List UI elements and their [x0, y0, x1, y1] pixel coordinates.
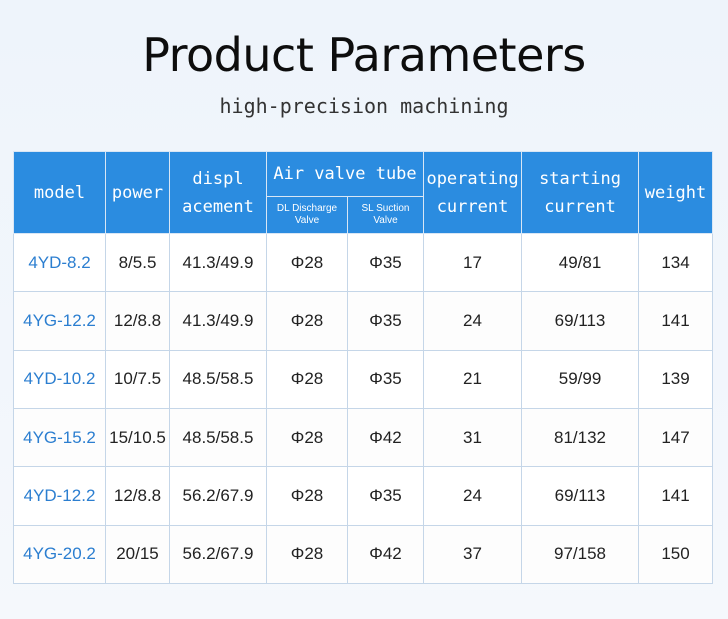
cell-dl: Φ28	[266, 407, 348, 468]
table-row: 4YD-10.2 10/7.5 48.5/58.5 Φ28 Φ35 21 59/…	[13, 349, 714, 409]
table-row: 4YG-12.2 12/8.8 41.3/49.9 Φ28 Φ35 24 69/…	[13, 291, 714, 351]
cell-sl: Φ35	[346, 466, 425, 526]
cell-model: 4YD-8.2	[13, 232, 106, 293]
cell-weight: 134	[638, 232, 714, 293]
cell-model: 4YG-12.2	[13, 291, 106, 351]
header-operating-current: operating current	[423, 151, 523, 234]
cell-operating-current: 37	[423, 524, 523, 585]
cell-starting-current: 69/113	[521, 291, 640, 351]
cell-starting-current: 49/81	[521, 232, 640, 293]
header-starting-current: starting current	[521, 151, 640, 234]
cell-power: 20/15	[105, 524, 170, 585]
cell-displacement: 56.2/67.9	[169, 466, 267, 526]
cell-displacement: 41.3/49.9	[169, 291, 267, 351]
cell-sl: Φ42	[346, 524, 425, 585]
cell-power: 12/8.8	[105, 291, 170, 351]
cell-sl: Φ42	[346, 407, 425, 468]
cell-displacement: 48.5/58.5	[169, 407, 267, 468]
table-row: 4YD-8.2 8/5.5 41.3/49.9 Φ28 Φ35 17 49/81…	[13, 232, 714, 293]
cell-power: 12/8.8	[105, 466, 170, 526]
cell-dl: Φ28	[266, 232, 348, 293]
table-row: 4YG-15.2 15/10.5 48.5/58.5 Φ28 Φ42 31 81…	[13, 407, 714, 468]
cell-power: 15/10.5	[105, 407, 170, 468]
header-displacement: displ acement	[169, 151, 267, 234]
cell-model: 4YD-12.2	[13, 466, 106, 526]
cell-sl: Φ35	[346, 232, 425, 293]
cell-starting-current: 59/99	[521, 349, 640, 409]
header-model: model	[13, 151, 106, 234]
cell-model: 4YD-10.2	[13, 349, 106, 409]
cell-displacement: 56.2/67.9	[169, 524, 267, 585]
cell-starting-current: 69/113	[521, 466, 640, 526]
cell-operating-current: 24	[423, 466, 523, 526]
cell-model: 4YG-15.2	[13, 407, 106, 468]
cell-operating-current: 21	[423, 349, 523, 409]
cell-weight: 147	[638, 407, 714, 468]
cell-sl: Φ35	[346, 349, 425, 409]
cell-dl: Φ28	[266, 524, 348, 585]
header-sl-suction-valve: SL Suction Valve	[346, 196, 425, 234]
cell-weight: 141	[638, 466, 714, 526]
cell-model: 4YG-20.2	[13, 524, 106, 585]
cell-operating-current: 24	[423, 291, 523, 351]
cell-operating-current: 31	[423, 407, 523, 468]
parameters-table: model power displ acement Air valve tube…	[13, 151, 714, 585]
header-power: power	[105, 151, 170, 234]
table-row: 4YG-20.2 20/15 56.2/67.9 Φ28 Φ42 37 97/1…	[13, 524, 714, 585]
cell-operating-current: 17	[423, 232, 523, 293]
cell-weight: 150	[638, 524, 714, 585]
cell-weight: 141	[638, 291, 714, 351]
table-row: 4YD-12.2 12/8.8 56.2/67.9 Φ28 Φ35 24 69/…	[13, 466, 714, 526]
cell-starting-current: 81/132	[521, 407, 640, 468]
cell-sl: Φ35	[346, 291, 425, 351]
cell-power: 10/7.5	[105, 349, 170, 409]
page-title: Product Parameters	[142, 28, 586, 82]
header-dl-discharge-valve: DL Discharge Valve	[266, 196, 348, 234]
cell-dl: Φ28	[266, 291, 348, 351]
cell-displacement: 41.3/49.9	[169, 232, 267, 293]
page-subtitle: high-precision machining	[219, 94, 509, 118]
header-weight: weight	[638, 151, 714, 234]
cell-weight: 139	[638, 349, 714, 409]
cell-displacement: 48.5/58.5	[169, 349, 267, 409]
cell-dl: Φ28	[266, 349, 348, 409]
cell-power: 8/5.5	[105, 232, 170, 293]
header-air-valve-tube: Air valve tube	[265, 151, 425, 197]
cell-starting-current: 97/158	[521, 524, 640, 585]
cell-dl: Φ28	[266, 466, 348, 526]
